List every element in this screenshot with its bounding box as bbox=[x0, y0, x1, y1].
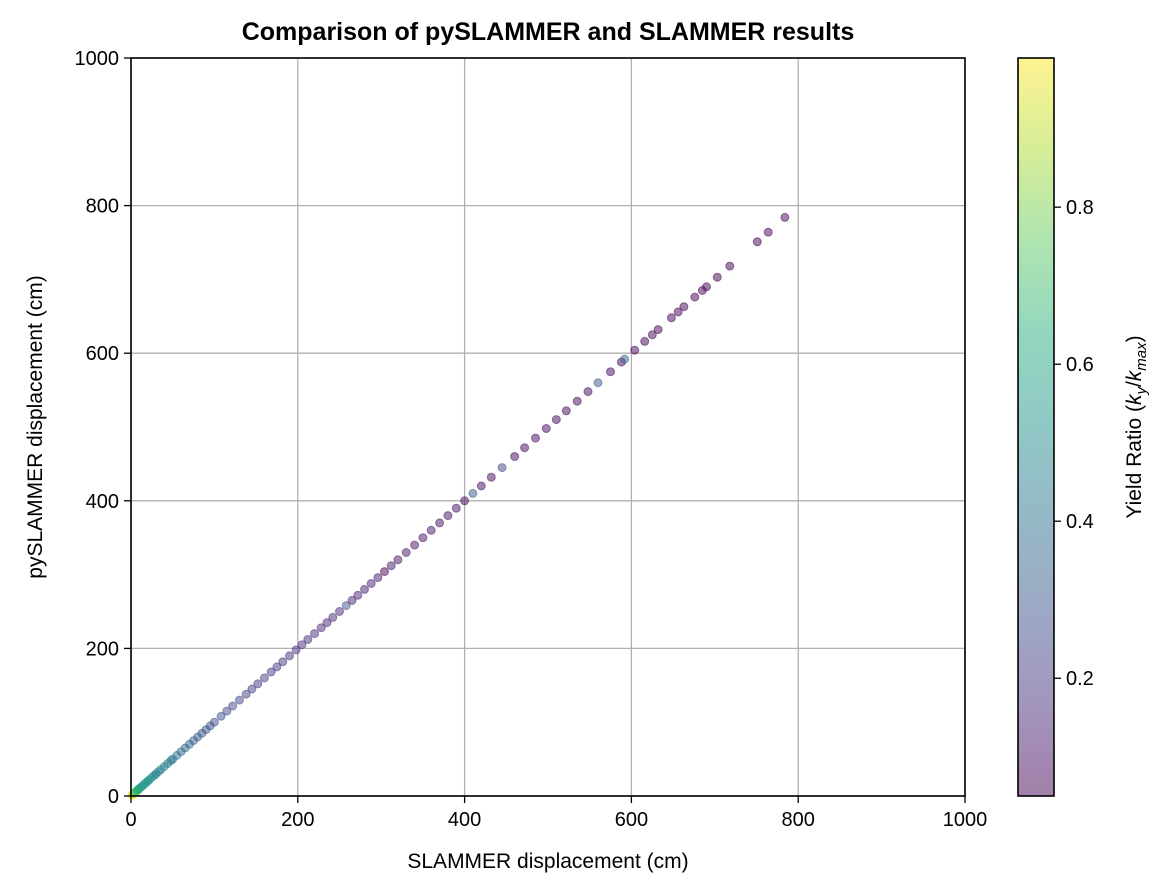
data-point bbox=[752, 237, 762, 247]
data-point bbox=[572, 396, 582, 406]
data-point bbox=[486, 472, 496, 482]
plot-frame bbox=[130, 57, 966, 797]
colorbar-tick-label: 0.4 bbox=[1066, 511, 1094, 533]
data-point bbox=[291, 645, 301, 655]
data-point bbox=[520, 443, 530, 453]
data-point bbox=[259, 673, 269, 683]
y-tick-label: 600 bbox=[86, 343, 119, 365]
data-point bbox=[640, 336, 650, 346]
colorbar-label: Yield Ratio (ky/kmax) bbox=[1123, 335, 1150, 518]
y-axis-ticks: 0 200 400 600 800 1000 bbox=[75, 48, 131, 808]
data-point bbox=[593, 378, 603, 388]
x-tick-label: 400 bbox=[448, 809, 481, 831]
data-point bbox=[673, 307, 683, 317]
y-tick-label: 1000 bbox=[75, 48, 120, 70]
data-point bbox=[347, 595, 357, 605]
data-point bbox=[401, 548, 411, 557]
data-point bbox=[266, 667, 276, 677]
data-point bbox=[373, 573, 383, 583]
data-point bbox=[690, 292, 700, 302]
data-point bbox=[666, 313, 676, 323]
data-point bbox=[297, 640, 307, 650]
data-point bbox=[712, 272, 722, 282]
data-point bbox=[763, 227, 773, 237]
data-point bbox=[380, 567, 389, 577]
data-point bbox=[561, 406, 571, 416]
data-point bbox=[216, 711, 226, 721]
data-point bbox=[303, 635, 313, 644]
data-point bbox=[341, 601, 351, 611]
data-point bbox=[583, 387, 593, 397]
data-point bbox=[241, 689, 251, 699]
data-point bbox=[209, 717, 219, 727]
x-tick-label: 200 bbox=[281, 809, 314, 831]
data-point bbox=[443, 511, 453, 521]
data-point bbox=[541, 424, 551, 433]
data-point bbox=[393, 555, 403, 565]
data-point bbox=[228, 701, 238, 711]
data-point bbox=[353, 590, 363, 600]
data-point bbox=[234, 695, 244, 705]
x-tick-label: 0 bbox=[125, 809, 136, 831]
data-point bbox=[328, 612, 338, 622]
data-point bbox=[497, 463, 507, 473]
data-point bbox=[386, 561, 396, 571]
colorbar: 0.2 0.4 0.6 0.8 Yield Ratio (ky/kmax) bbox=[1017, 57, 1150, 797]
data-point bbox=[366, 579, 376, 588]
y-tick-label: 800 bbox=[86, 196, 119, 218]
data-point bbox=[679, 302, 689, 312]
data-point bbox=[435, 518, 445, 528]
data-point bbox=[460, 496, 470, 506]
colorbar-tick-label: 0.8 bbox=[1066, 197, 1094, 219]
data-points bbox=[127, 212, 790, 800]
data-point bbox=[335, 607, 344, 616]
data-point bbox=[531, 433, 540, 443]
data-point bbox=[247, 684, 257, 694]
colorbar-tick-label: 0.2 bbox=[1066, 668, 1094, 690]
data-point bbox=[360, 584, 369, 594]
data-point bbox=[780, 212, 790, 222]
data-point bbox=[476, 481, 486, 491]
x-tick-label: 800 bbox=[782, 809, 815, 831]
data-point bbox=[272, 662, 282, 672]
data-point bbox=[468, 488, 478, 498]
y-tick-label: 0 bbox=[108, 786, 119, 808]
data-point bbox=[278, 657, 288, 667]
data-point bbox=[653, 325, 663, 335]
data-point bbox=[451, 503, 461, 513]
y-tick-label: 400 bbox=[86, 491, 119, 513]
data-point bbox=[418, 533, 428, 543]
x-tick-label: 600 bbox=[615, 809, 648, 831]
data-point bbox=[316, 623, 326, 633]
y-axis-label: pySLAMMER displacement (cm) bbox=[24, 275, 47, 578]
colorbar-ticks: 0.2 0.4 0.6 0.8 bbox=[1054, 197, 1094, 690]
data-point bbox=[647, 330, 657, 340]
data-point bbox=[410, 540, 420, 550]
data-point bbox=[510, 452, 520, 461]
chart-title: Comparison of pySLAMMER and SLAMMER resu… bbox=[242, 18, 855, 46]
y-tick-label: 200 bbox=[86, 638, 119, 660]
data-point bbox=[310, 629, 319, 639]
data-point bbox=[620, 354, 630, 364]
data-point bbox=[630, 345, 640, 355]
data-point bbox=[285, 651, 294, 661]
data-point bbox=[725, 261, 735, 271]
x-tick-label: 1000 bbox=[943, 809, 988, 831]
data-point bbox=[426, 525, 436, 535]
x-axis-label: SLAMMER displacement (cm) bbox=[407, 850, 688, 873]
data-point bbox=[606, 367, 615, 377]
data-point bbox=[253, 679, 263, 689]
data-point bbox=[322, 618, 332, 628]
colorbar-gradient bbox=[1017, 57, 1055, 797]
data-point bbox=[551, 415, 561, 425]
x-axis-ticks: 0 200 400 600 800 1000 bbox=[125, 796, 987, 831]
data-point bbox=[702, 282, 711, 292]
colorbar-tick-label: 0.6 bbox=[1066, 354, 1094, 376]
data-point bbox=[222, 706, 232, 716]
